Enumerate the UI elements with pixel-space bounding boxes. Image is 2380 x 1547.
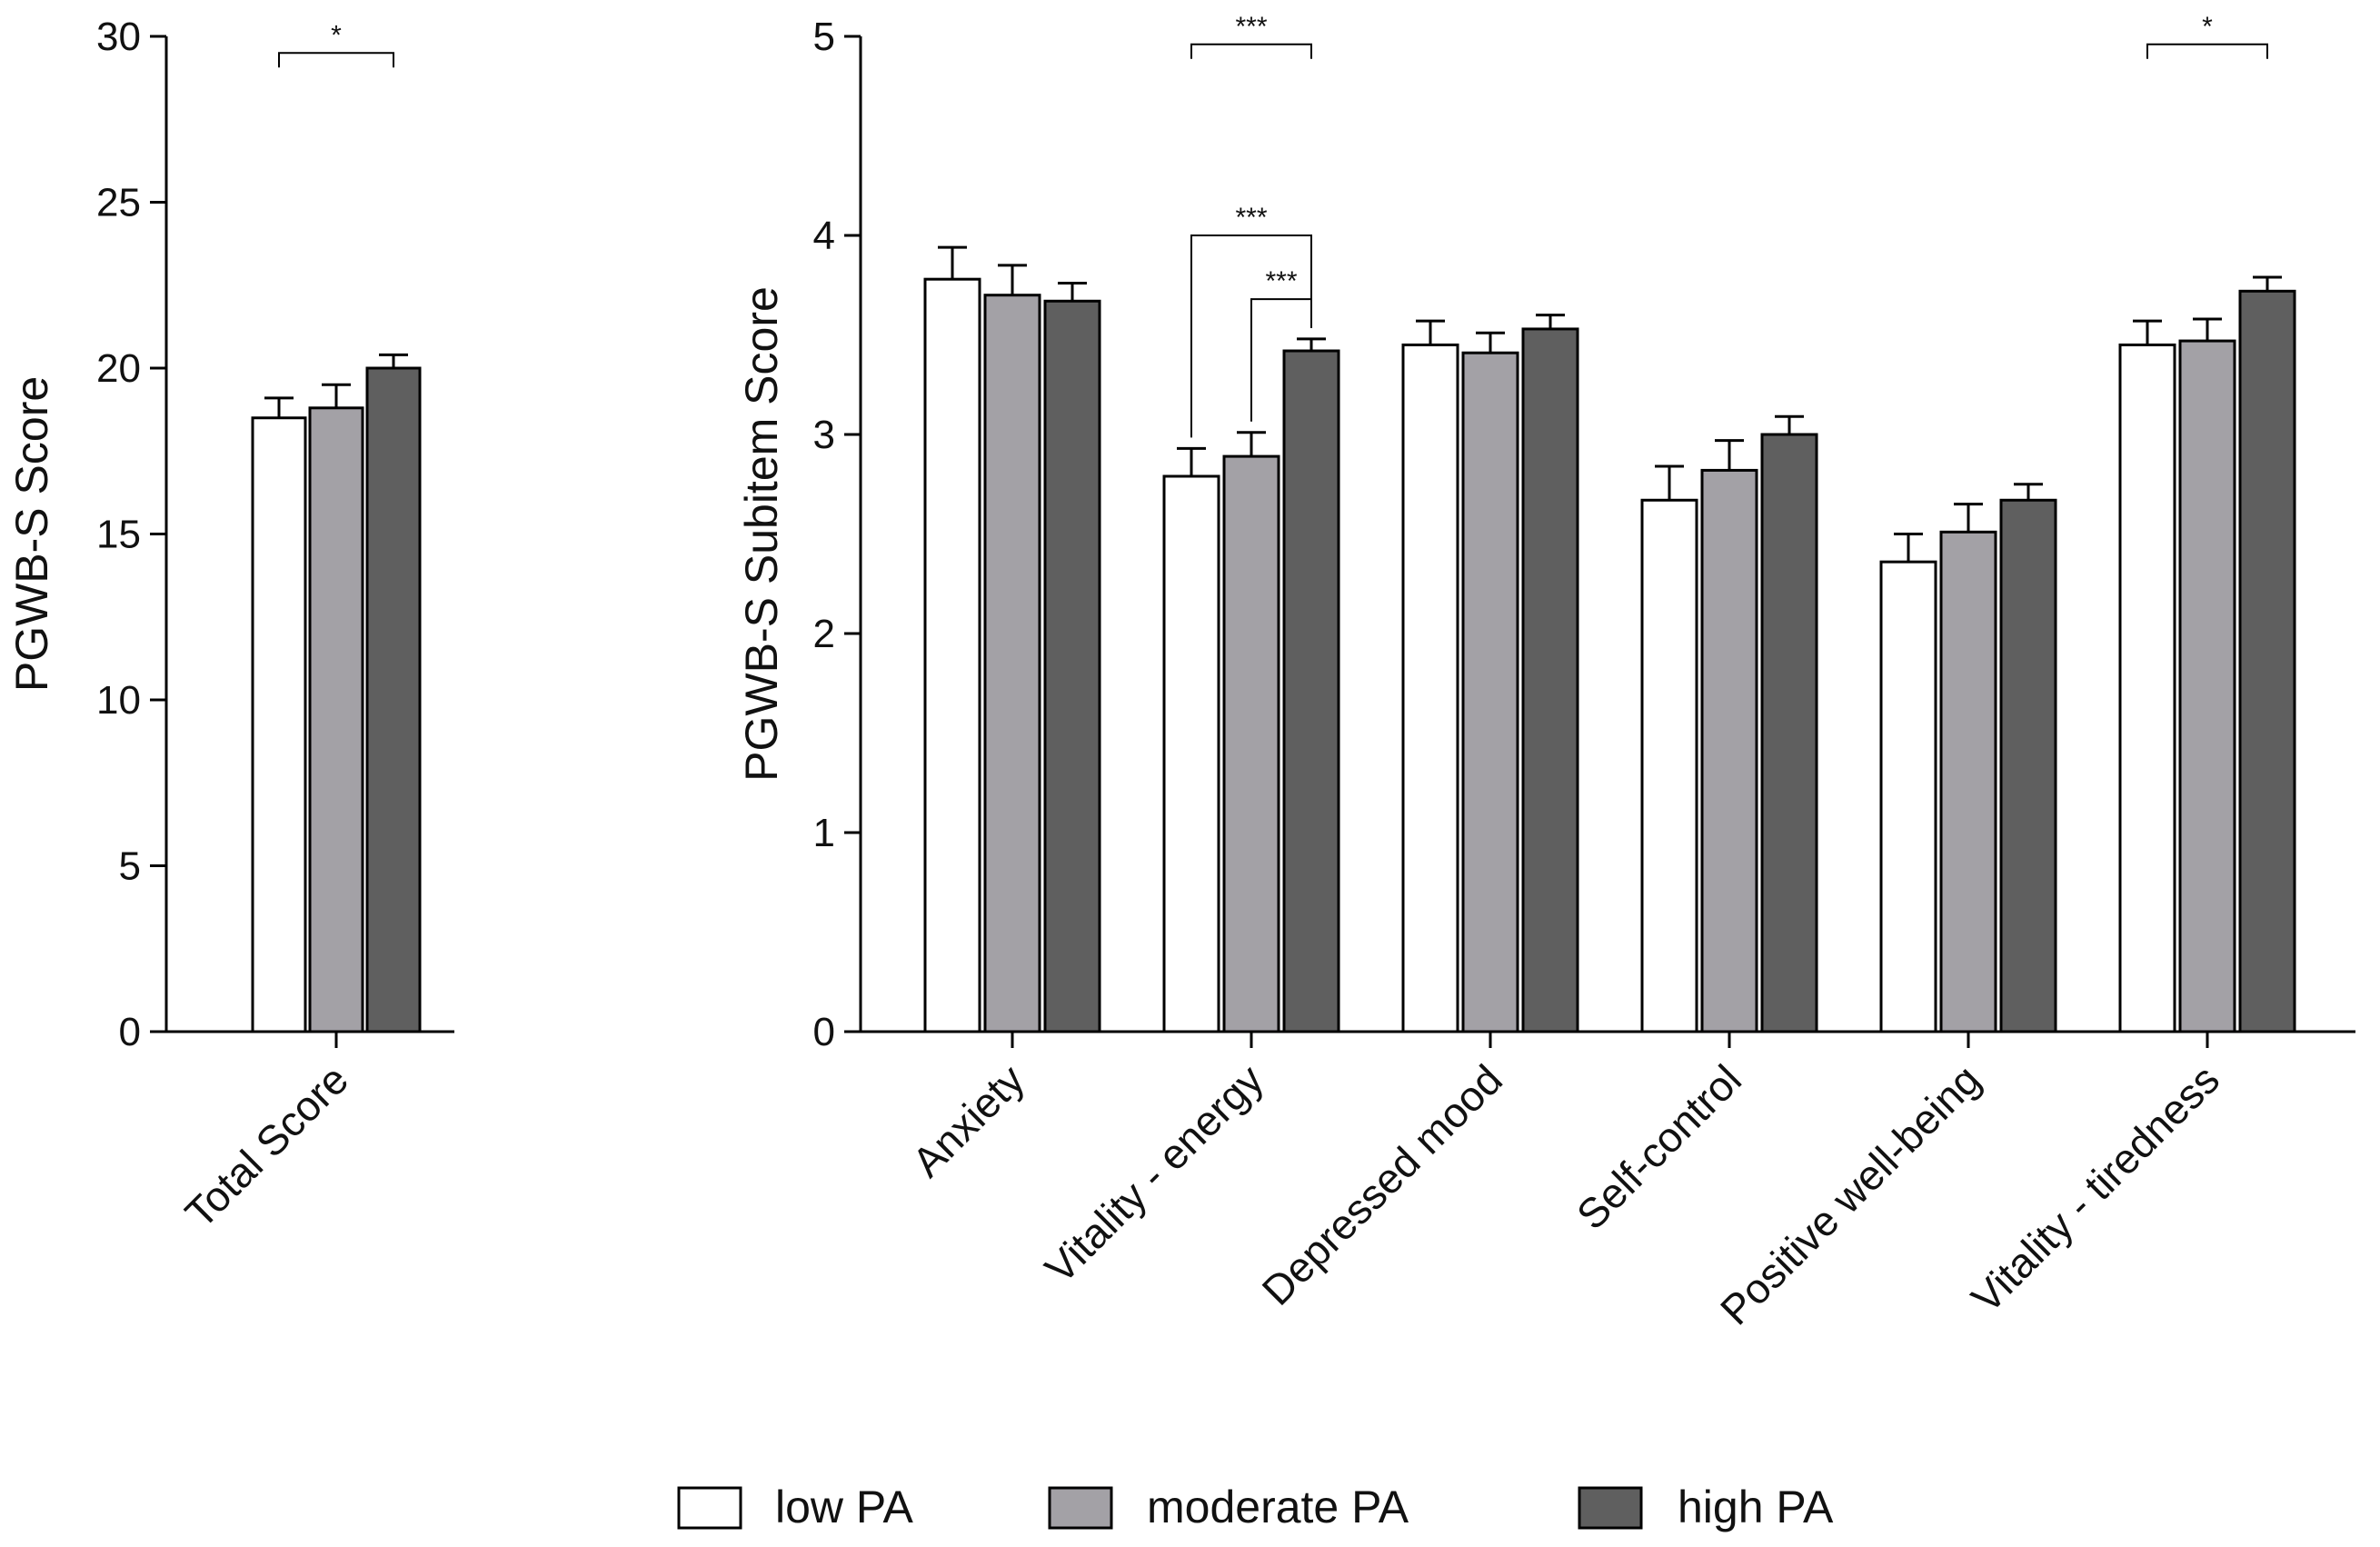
bar-high [1760, 433, 1818, 1033]
category-label: Depressed mood [1253, 1055, 1511, 1313]
legend-label-high: high PA [1678, 1482, 1834, 1532]
significance-label: *** [1265, 266, 1297, 296]
y-tick-label: 10 [96, 678, 141, 723]
significance-bracket [1190, 235, 1312, 438]
bar-low [1640, 498, 1698, 1033]
bar-low [1162, 474, 1220, 1033]
y-tick-label: 1 [813, 811, 835, 855]
significance-bracket [278, 52, 394, 68]
category-label: Anxiety [903, 1055, 1033, 1185]
bar-moderate [1700, 468, 1758, 1033]
bar-high [365, 366, 422, 1033]
legend-swatch-moderate [1048, 1486, 1113, 1530]
category-label: Self-control [1568, 1055, 1750, 1238]
bar-low [923, 277, 981, 1033]
category-label: Vitality - energy [1036, 1055, 1272, 1292]
significance-label: *** [1235, 12, 1267, 42]
bar-moderate [1939, 530, 1997, 1033]
legend-label-low: low PA [775, 1482, 914, 1532]
bar-low [1401, 343, 1459, 1033]
category-label: Total Score [176, 1055, 357, 1236]
bar-low [1879, 560, 1937, 1033]
legend-swatch-low [677, 1486, 742, 1530]
y-tick-label: 25 [96, 181, 141, 225]
significance-bracket [2146, 43, 2268, 59]
bar-low [251, 416, 307, 1033]
bar-high [2238, 289, 2296, 1033]
category-label: Positive well-being [1711, 1055, 1989, 1333]
bar-low [2118, 343, 2176, 1033]
y-tick-label: 20 [96, 346, 141, 391]
category-label: Vitality - tiredness [1962, 1055, 2228, 1322]
y-tick-label: 0 [813, 1010, 835, 1054]
y-tick-label: 0 [119, 1010, 141, 1054]
bar-high [1521, 327, 1579, 1033]
significance-label: * [2202, 12, 2213, 42]
bar-moderate [983, 294, 1041, 1033]
y-tick-label: 5 [813, 15, 835, 59]
y-axis-label: PGWB-S Score [6, 376, 57, 692]
bar-moderate [1461, 351, 1519, 1033]
y-tick-label: 4 [813, 214, 835, 258]
bar-moderate [1222, 454, 1280, 1033]
y-tick-label: 30 [96, 15, 141, 59]
bar-moderate [308, 406, 364, 1033]
y-tick-label: 3 [813, 413, 835, 457]
bar-moderate [2178, 339, 2236, 1033]
y-tick-label: 2 [813, 612, 835, 656]
y-axis-label: PGWB-S Subitem Score [736, 286, 787, 782]
bar-high [1999, 498, 2057, 1033]
bar-high [1043, 299, 1101, 1033]
significance-label: * [331, 20, 342, 50]
significance-bracket [1250, 298, 1312, 422]
significance-bracket [1190, 43, 1312, 59]
legend-swatch-high [1578, 1486, 1643, 1530]
significance-label: *** [1235, 203, 1267, 233]
legend-label-moderate: moderate PA [1147, 1482, 1409, 1532]
y-tick-label: 5 [119, 844, 141, 889]
y-tick-label: 15 [96, 513, 141, 557]
bar-high [1282, 349, 1340, 1033]
